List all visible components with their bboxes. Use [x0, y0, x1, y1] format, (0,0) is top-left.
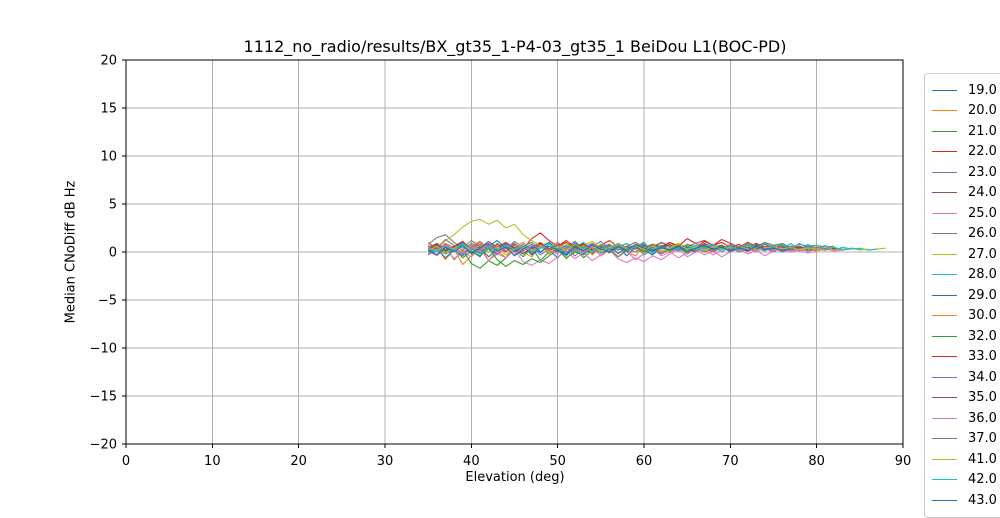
x-tick-label: 10 [204, 454, 221, 469]
legend-item: 35.0 [925, 388, 1000, 409]
y-tick-label: −10 [90, 342, 117, 357]
legend-label: 43.0 [968, 492, 997, 508]
legend-line-sample [932, 315, 957, 317]
legend-item: 30.0 [925, 306, 1000, 327]
legend-item: 41.0 [925, 449, 1000, 470]
legend-label: 26.0 [968, 226, 997, 242]
legend-label: 21.0 [968, 123, 997, 139]
legend-item: 33.0 [925, 347, 1000, 368]
legend-line-sample [932, 253, 957, 255]
legend-item: 26.0 [925, 224, 1000, 245]
legend-item: 23.0 [925, 162, 1000, 183]
legend-line-sample [932, 233, 957, 235]
legend-item: 24.0 [925, 183, 1000, 204]
legend-label: 22.0 [968, 144, 997, 160]
legend-line-sample [932, 212, 957, 214]
legend-item: 22.0 [925, 142, 1000, 163]
legend-line-sample [932, 438, 957, 440]
legend-line-sample [932, 335, 957, 337]
legend-line-sample [932, 397, 957, 399]
x-tick-label: 70 [722, 454, 739, 469]
legend-item: 19.0 [925, 80, 1000, 101]
legend-line-sample [932, 479, 957, 481]
legend-label: 41.0 [968, 451, 997, 467]
legend-label: 36.0 [968, 410, 997, 426]
legend-label: 20.0 [968, 103, 997, 119]
y-tick-label: 0 [109, 246, 117, 261]
legend-line-sample [932, 89, 957, 91]
legend-label: 30.0 [968, 308, 997, 324]
legend-line-sample [932, 151, 957, 153]
legend-label: 32.0 [968, 328, 997, 344]
legend-line-sample [932, 171, 957, 173]
y-tick-label: 20 [100, 54, 117, 69]
legend: 19.0 20.0 21.0 22.0 23.0 24.0 25.0 26.0 27.0 28.0… [924, 73, 1000, 518]
legend-line-sample [932, 130, 957, 132]
x-tick-label: 90 [895, 454, 912, 469]
x-tick-label: 80 [808, 454, 825, 469]
legend-line-sample [932, 417, 957, 419]
legend-line-sample [932, 356, 957, 358]
y-tick-label: 15 [100, 102, 117, 117]
legend-item: 21.0 [925, 121, 1000, 142]
legend-item: 27.0 [925, 244, 1000, 265]
plot-area: 0 10 20 30 40 50 60 70 80 90 −20 −15 −10 −5 0 5 10 15 20 [90, 54, 912, 470]
x-tick-label: 60 [636, 454, 653, 469]
y-tick-label: −20 [90, 438, 117, 453]
legend-item: 37.0 [925, 429, 1000, 450]
series-line-42.0 [427, 242, 860, 255]
legend-label: 29.0 [968, 287, 997, 303]
legend-label: 19.0 [968, 82, 997, 98]
legend-line-sample [932, 294, 957, 296]
x-tick-label: 30 [377, 454, 394, 469]
x-tick-label: 20 [290, 454, 307, 469]
series-line-43.0 [427, 242, 791, 257]
x-tick-label: 40 [463, 454, 480, 469]
legend-line-sample [932, 458, 957, 460]
legend-item: 20.0 [925, 101, 1000, 122]
legend-item: 29.0 [925, 285, 1000, 306]
x-tick-label: 0 [122, 454, 130, 469]
legend-item: 34.0 [925, 367, 1000, 388]
chart-title: 1112_no_radio/results/BX_gt35_1-P4-03_gt… [243, 37, 787, 56]
legend-label: 24.0 [968, 185, 997, 201]
y-tick-label: −5 [98, 294, 117, 309]
legend-line-sample [932, 110, 957, 112]
legend-item: 28.0 [925, 265, 1000, 286]
legend-label: 42.0 [968, 472, 997, 488]
legend-label: 37.0 [968, 431, 997, 447]
legend-label: 25.0 [968, 205, 997, 221]
legend-label: 27.0 [968, 246, 997, 262]
y-tick-label: −15 [90, 390, 117, 405]
x-axis-label: Elevation (deg) [465, 470, 565, 485]
legend-line-sample [932, 192, 957, 194]
legend-item: 25.0 [925, 203, 1000, 224]
series-line-41.0 [427, 242, 869, 256]
y-tick-label: 10 [100, 150, 117, 165]
legend-label: 33.0 [968, 349, 997, 365]
legend-item: 42.0 [925, 470, 1000, 491]
legend-item: 32.0 [925, 326, 1000, 347]
legend-line-sample [932, 376, 957, 378]
legend-label: 34.0 [968, 369, 997, 385]
legend-item: 36.0 [925, 408, 1000, 429]
legend-line-sample [932, 274, 957, 276]
legend-item: 43.0 [925, 490, 1000, 511]
x-tick-label: 50 [549, 454, 566, 469]
legend-label: 28.0 [968, 267, 997, 283]
y-tick-label: 5 [109, 198, 117, 213]
legend-label: 23.0 [968, 164, 997, 180]
legend-label: 35.0 [968, 390, 997, 406]
